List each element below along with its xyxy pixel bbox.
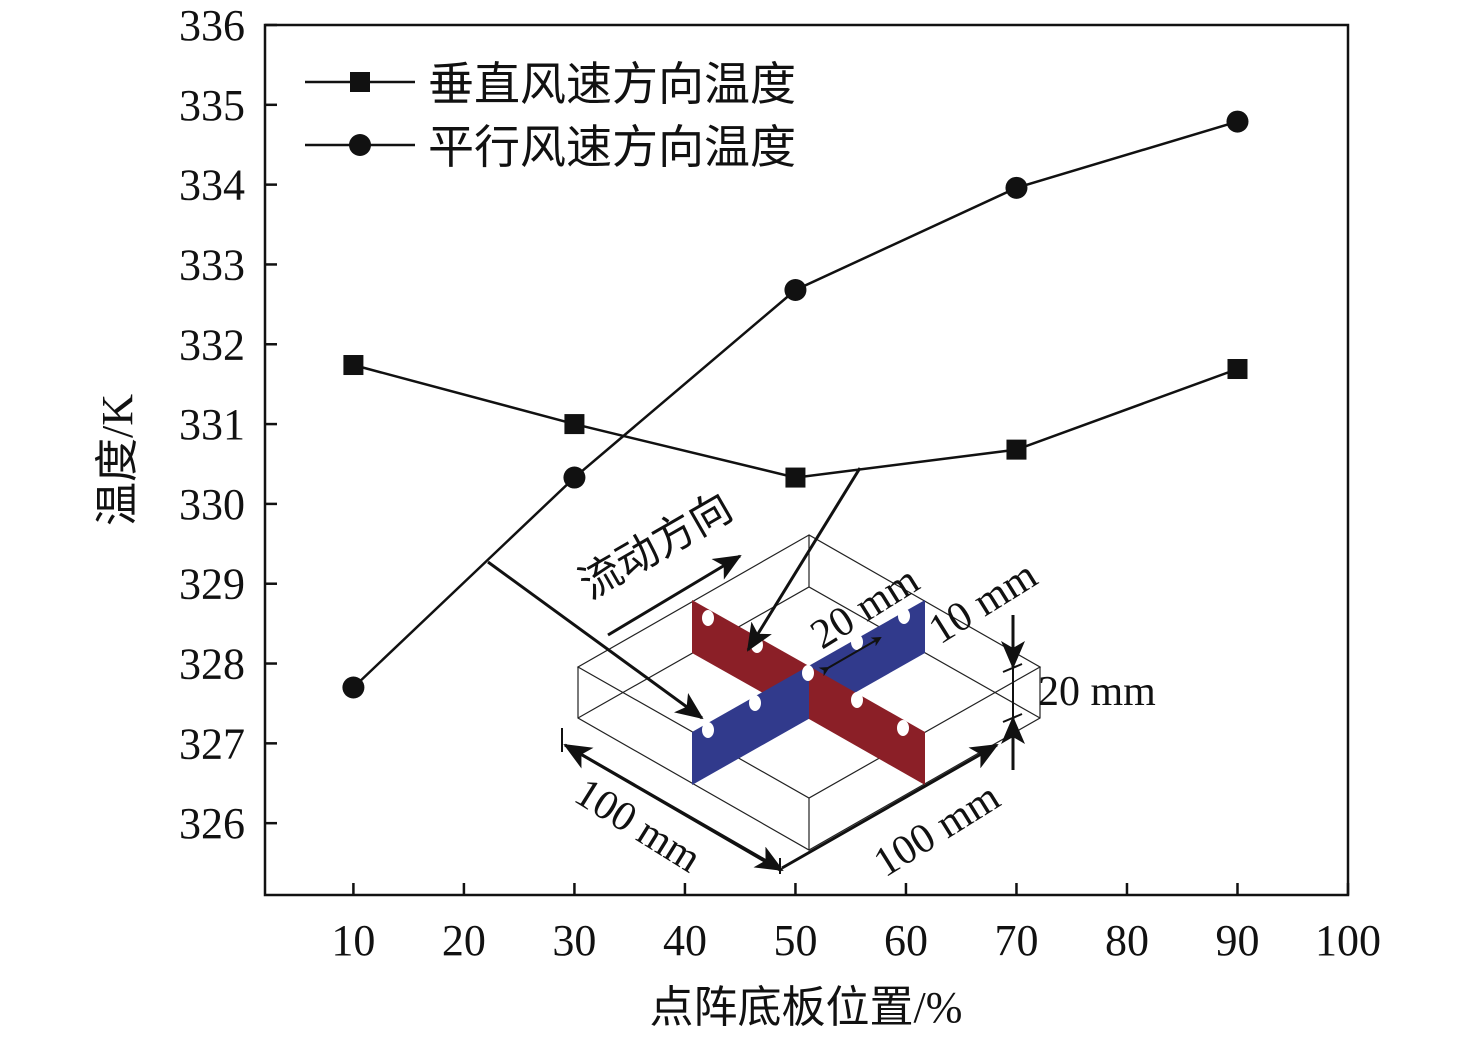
- y-tick-label: 327: [179, 719, 245, 768]
- x-tick-label: 40: [663, 916, 707, 965]
- series-line: [352, 120, 1238, 689]
- x-tick-label: 80: [1105, 916, 1149, 965]
- dim-length-right-label: 100 mm: [866, 774, 1008, 887]
- plot-frame: [263, 23, 1350, 897]
- data-point-circle: [784, 278, 807, 301]
- y-tick-label: 330: [179, 480, 245, 529]
- y-tick-label: 335: [179, 81, 245, 130]
- y-tick-label: 331: [179, 400, 245, 449]
- y-tick-label: 332: [179, 320, 245, 369]
- inset-diagram: 流动方向 20 mm 10 mm 20 mm 100 mm 100 mm: [487, 467, 1156, 887]
- y-tick-label: 334: [179, 161, 245, 210]
- dim-hole-label: 10 mm: [921, 552, 1046, 654]
- data-point-circle: [1005, 176, 1028, 199]
- y-tick-label: 329: [179, 560, 245, 609]
- y-tick-label: 328: [179, 640, 245, 689]
- y-axis-label: 温度/K: [93, 394, 142, 526]
- flow-direction-label: 流动方向: [572, 485, 741, 609]
- x-tick-label: 10: [331, 916, 375, 965]
- y-tick-label: 326: [179, 799, 245, 848]
- x-tick-label: 50: [773, 916, 817, 965]
- data-point-square: [1006, 439, 1027, 460]
- axes: 10 20 30 40 50 60 70 80 90 100 326 327 328 329 330 331 3…: [179, 1, 1381, 965]
- x-tick-label: 100: [1315, 916, 1381, 965]
- legend-label: 垂直风速方向温度: [428, 59, 796, 110]
- data-point-circle: [342, 676, 365, 699]
- legend-label: 平行风速方向温度: [428, 122, 796, 173]
- series-line: [353, 363, 1238, 479]
- red-plate-front: [809, 666, 925, 785]
- data-point-square: [1227, 359, 1248, 380]
- box-outline: [576, 534, 1042, 851]
- callout-arrows: [487, 467, 1025, 874]
- x-tick-label: 90: [1215, 916, 1259, 965]
- data-point-square: [785, 467, 806, 488]
- data-point-circle: [1226, 110, 1249, 133]
- x-tick-label: 20: [442, 916, 486, 965]
- data-point-square: [343, 355, 364, 376]
- flow-arrow: [607, 554, 742, 637]
- series-layer: [342, 110, 1249, 699]
- x-tick-label: 30: [552, 916, 596, 965]
- data-point-circle: [563, 466, 586, 489]
- y-tick-label: 336: [179, 1, 245, 50]
- x-tick-label: 60: [884, 916, 928, 965]
- x-axis-label: 点阵底板位置/%: [650, 983, 963, 1032]
- legend-marker-circle: [349, 134, 371, 156]
- data-point-square: [564, 414, 585, 435]
- x-tick-label: 70: [994, 916, 1038, 965]
- legend-marker-square: [350, 72, 370, 92]
- dim-height-label: 20 mm: [1038, 669, 1156, 715]
- y-tick-label: 333: [179, 240, 245, 289]
